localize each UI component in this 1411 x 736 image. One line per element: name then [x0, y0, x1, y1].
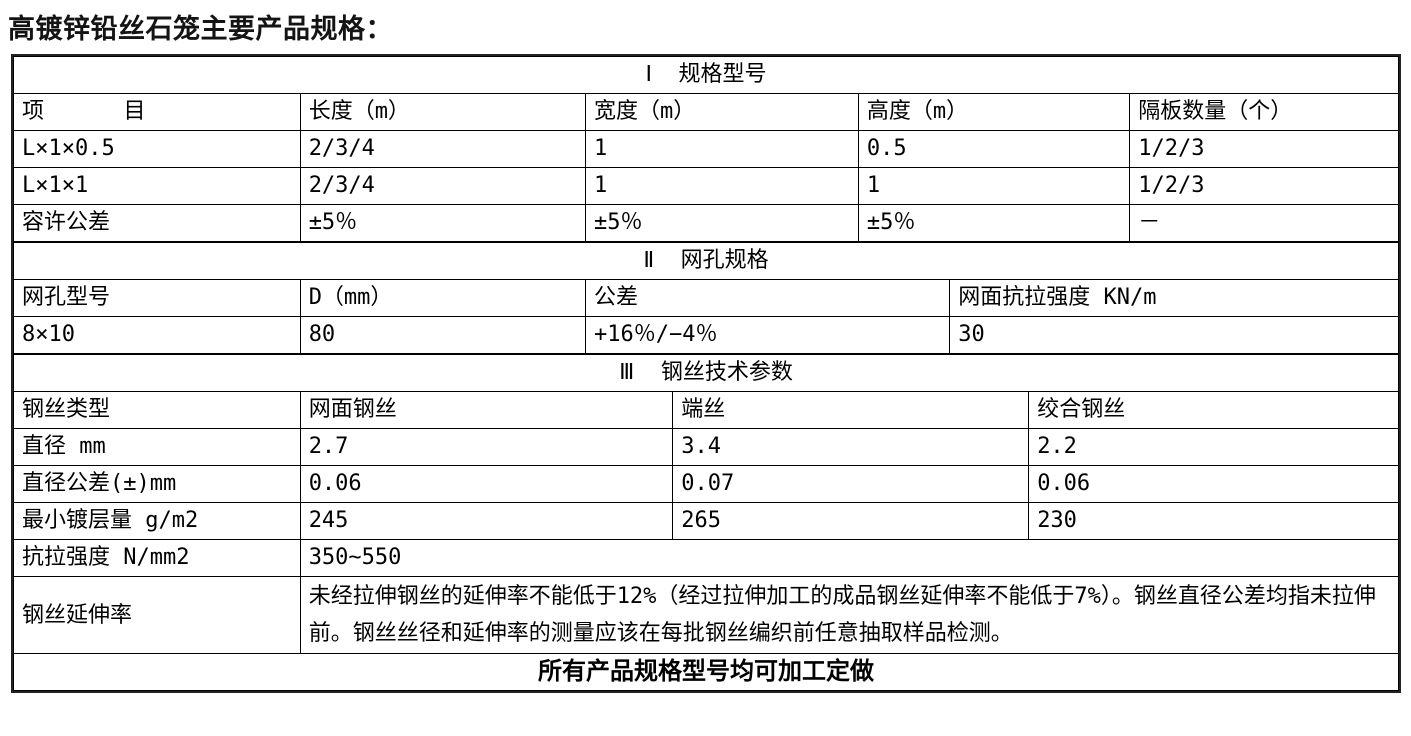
- row-label: 直径公差(±)mm: [13, 465, 301, 503]
- row-label: L×1×0.5: [13, 130, 301, 168]
- tensile-strength-row: 抗拉强度 N/mm2 350~550: [13, 539, 1400, 577]
- table-row: 8×10 80 +16％/−4％ 30: [13, 316, 1399, 354]
- table-row: L×1×0.5 2/3/4 1 0.5 1/2/3: [13, 130, 1399, 168]
- col-header-tensile-strength: 网面抗拉强度 KN/m: [949, 279, 1399, 317]
- col-header-d-mm: D（mm）: [299, 279, 586, 317]
- cell: 2.7: [299, 428, 674, 466]
- table-row: L×1×1 2/3/4 1 1 1/2/3: [13, 167, 1399, 205]
- row-label: 直径 mm: [13, 428, 301, 466]
- cell: 230: [1028, 502, 1399, 540]
- col-header-width: 宽度（m）: [584, 93, 859, 131]
- footer-note: 所有产品规格型号均可加工定做: [13, 653, 1399, 691]
- col-header-wire-type: 钢丝类型: [13, 391, 301, 429]
- section1-column-header-row: 项 目 长度（m） 宽度（m） 高度（m） 隔板数量（个）: [13, 93, 1399, 131]
- cell: 1: [584, 167, 859, 205]
- product-spec-table: Ⅰ 规格型号 项 目 长度（m） 宽度（m） 高度（m） 隔板数量（个） L×1…: [11, 54, 1401, 693]
- row-label: 钢丝延伸率: [13, 576, 301, 654]
- cell: +16％/−4％: [584, 316, 951, 354]
- cell: 2.2: [1028, 428, 1399, 466]
- table-row: 最小镀层量 g/m2 245 265 230: [13, 502, 1399, 540]
- cell: 0.5: [857, 130, 1131, 168]
- section1-heading-row: Ⅰ 规格型号: [13, 56, 1399, 94]
- footer-row: 所有产品规格型号均可加工定做: [13, 653, 1399, 691]
- row-label: 容许公差: [13, 204, 301, 242]
- table-row: 直径 mm 2.7 3.4 2.2: [13, 428, 1399, 466]
- col-header-height: 高度（m）: [857, 93, 1131, 131]
- cell: 1/2/3: [1129, 130, 1399, 168]
- cell: 0.07: [672, 465, 1030, 503]
- cell: －: [1129, 204, 1399, 242]
- cell: 30: [949, 316, 1399, 354]
- cell: 245: [299, 502, 674, 540]
- row-label: 8×10: [13, 316, 301, 354]
- cell: ±5％: [857, 204, 1131, 242]
- col-header-item: 项 目: [13, 93, 301, 131]
- col-header-diaphragms: 隔板数量（个）: [1129, 93, 1399, 131]
- section3-heading: Ⅲ 钢丝技术参数: [13, 354, 1399, 392]
- table-row: 容许公差 ±5％ ±5％ ±5％ －: [13, 204, 1399, 242]
- cell: 1/2/3: [1129, 167, 1399, 205]
- row-label: 抗拉强度 N/mm2: [13, 539, 301, 577]
- cell: 2/3/4: [299, 167, 586, 205]
- page-title: 高镀锌铅丝石笼主要产品规格：: [8, 14, 393, 44]
- cell: 0.06: [299, 465, 674, 503]
- cell: 80: [299, 316, 586, 354]
- row-label: L×1×1: [13, 167, 301, 205]
- table-row: 直径公差(±)mm 0.06 0.07 0.06: [13, 465, 1399, 503]
- cell: ±5％: [584, 204, 859, 242]
- section2-heading-row: Ⅱ 网孔规格: [13, 242, 1399, 280]
- col-header-edge-wire: 端丝: [672, 391, 1030, 429]
- col-header-length: 长度（m）: [299, 93, 586, 131]
- cell: 1: [857, 167, 1131, 205]
- cell: 3.4: [672, 428, 1030, 466]
- spec-table-section1: Ⅰ 规格型号 项 目 长度（m） 宽度（m） 高度（m） 隔板数量（个） L×1…: [13, 56, 1399, 242]
- section2-heading: Ⅱ 网孔规格: [13, 242, 1399, 280]
- col-header-tolerance: 公差: [584, 279, 951, 317]
- cell: 0.06: [1028, 465, 1399, 503]
- section3-heading-row: Ⅲ 钢丝技术参数: [13, 354, 1399, 392]
- spec-table-section3: Ⅲ 钢丝技术参数 钢丝类型 网面钢丝 端丝 绞合钢丝 直径 mm 2.7 3.4…: [13, 354, 1400, 691]
- section3-column-header-row: 钢丝类型 网面钢丝 端丝 绞合钢丝: [13, 391, 1399, 429]
- section1-heading: Ⅰ 规格型号: [13, 56, 1399, 94]
- cell: 265: [672, 502, 1030, 540]
- section2-column-header-row: 网孔型号 D（mm） 公差 网面抗拉强度 KN/m: [13, 279, 1399, 317]
- col-header-mesh-type: 网孔型号: [13, 279, 301, 317]
- elongation-row: 钢丝延伸率 未经拉伸钢丝的延伸率不能低于12%（经过拉伸加工的成品钢丝延伸率不能…: [13, 576, 1400, 654]
- elongation-note: 未经拉伸钢丝的延伸率不能低于12%（经过拉伸加工的成品钢丝延伸率不能低于7%）。…: [299, 576, 1400, 654]
- col-header-lacing-wire: 绞合钢丝: [1028, 391, 1399, 429]
- cell: ±5％: [299, 204, 586, 242]
- cell: 350~550: [299, 539, 1400, 577]
- spec-table-section2: Ⅱ 网孔规格 网孔型号 D（mm） 公差 网面抗拉强度 KN/m 8×10 80…: [13, 242, 1399, 354]
- cell: 1: [584, 130, 859, 168]
- col-header-mesh-wire: 网面钢丝: [299, 391, 674, 429]
- row-label: 最小镀层量 g/m2: [13, 502, 301, 540]
- cell: 2/3/4: [299, 130, 586, 168]
